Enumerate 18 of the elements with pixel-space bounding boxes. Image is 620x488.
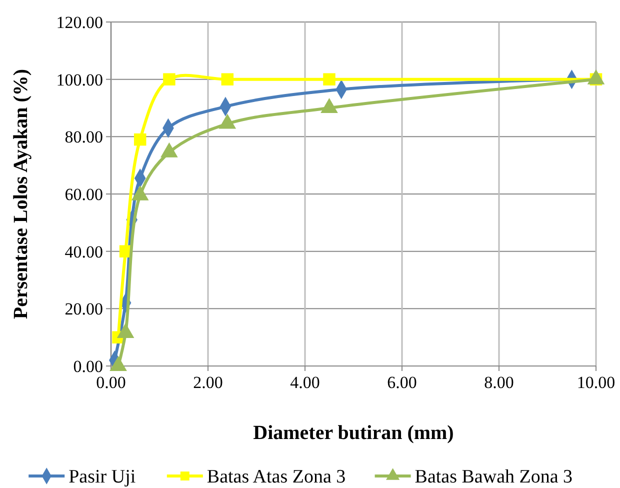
x-axis-title: Diameter butiran (mm) [253,422,454,444]
legend-label: Pasir Uji [68,466,136,488]
x-tick-label: 10.00 [576,373,616,392]
x-tick-label: 6.00 [387,373,417,392]
y-tick-label: 80.00 [64,128,103,147]
y-axis-title: Persentase Lolos Ayakan (%) [10,68,32,320]
y-tick-label: 20.00 [64,300,103,319]
x-tick-label: 4.00 [290,373,320,392]
legend-label: Batas Atas Zona 3 [206,466,346,488]
y-tick-label: 0.00 [73,356,103,376]
y-tick-label: 120.00 [56,12,103,32]
y-tick-label: 60.00 [64,184,103,204]
x-tick-label: 8.00 [484,373,514,392]
legend-label: Batas Bawah Zona 3 [414,466,573,488]
x-tick-label: 2.00 [193,373,223,392]
x-tick-label: 0.00 [96,373,126,392]
y-tick-label: 100.00 [56,70,103,90]
y-tick-label: 40.00 [64,242,103,262]
